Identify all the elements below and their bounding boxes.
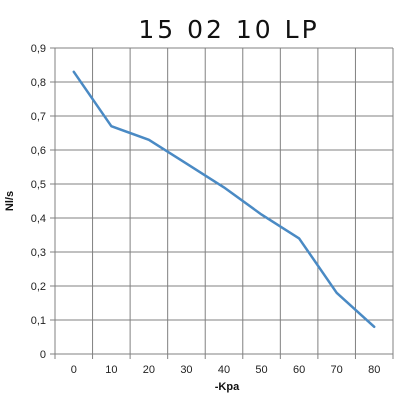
x-tick-label: 50 (255, 364, 267, 376)
x-tick-label: 60 (293, 364, 305, 376)
series-line (72, 70, 376, 329)
axes (50, 47, 394, 359)
x-tick-label: 30 (180, 364, 192, 376)
grid-lines (55, 47, 394, 354)
y-tick-label: 0,7 (31, 111, 46, 123)
x-tick-label: 70 (331, 364, 343, 376)
chart-title: 15 02 10 LP (138, 15, 319, 44)
x-tick-label: 10 (105, 364, 117, 376)
tick-labels: 0 0,1 0,2 0,3 0,4 0,5 0,6 0,7 0,8 0,9 0 10 20 30 40 50 6… (31, 43, 381, 376)
y-tick-label: 0,5 (31, 179, 46, 191)
y-tick-label: 0,6 (31, 145, 46, 157)
y-tick-label: 0,3 (31, 247, 46, 259)
x-tick-label: 20 (143, 364, 155, 376)
y-tick-label: 0,2 (31, 281, 46, 293)
y-tick-label: 0,4 (31, 213, 46, 225)
x-tick-label: 0 (71, 364, 77, 376)
y-tick-label: 0,8 (31, 77, 46, 89)
y-tick-label: 0 (40, 349, 46, 361)
series-layer (72, 70, 376, 329)
y-axis-label: Nl/s (4, 191, 16, 211)
y-tick-label: 0,1 (31, 315, 46, 327)
x-tick-label: 40 (218, 364, 230, 376)
x-tick-label: 80 (368, 364, 380, 376)
x-axis-label: -Kpa (215, 381, 240, 393)
y-tick-label: 0,9 (31, 43, 46, 55)
